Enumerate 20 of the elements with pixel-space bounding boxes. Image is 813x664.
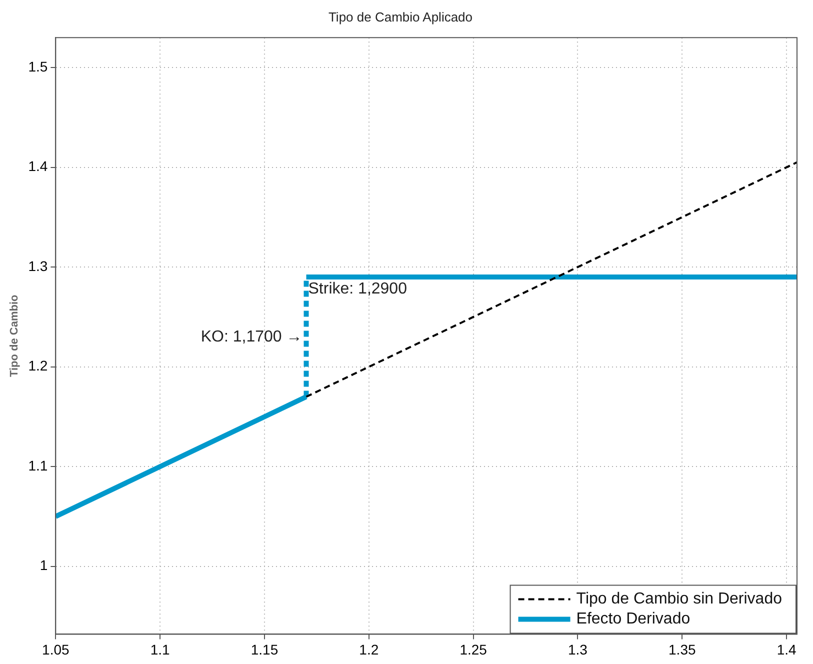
y-tick-label: 1.2 xyxy=(28,358,48,374)
x-tick-label: 1.2 xyxy=(359,641,379,658)
annotation: KO: 1,1700 → xyxy=(200,328,302,346)
legend-label: Tipo de Cambio sin Derivado xyxy=(576,590,782,608)
x-tick-label: 1.4 xyxy=(776,641,796,658)
y-tick-label: 1 xyxy=(40,557,48,574)
y-tick-label: 1.3 xyxy=(28,258,48,274)
y-tick-label: 1.1 xyxy=(28,457,48,474)
x-tick-label: 1.1 xyxy=(150,641,170,658)
chart-title: Tipo de Cambio Aplicado xyxy=(328,9,473,24)
annotation: Strike: 1,2900 xyxy=(308,280,408,298)
y-axis-title: Tipo de Cambio xyxy=(8,294,21,378)
legend-label: Efecto Derivado xyxy=(576,610,690,628)
y-tick-label: 1.5 xyxy=(28,58,48,74)
x-tick-label: 1.25 xyxy=(460,641,488,658)
y-tick-label: 1.4 xyxy=(28,158,48,174)
x-tick-label: 1.35 xyxy=(668,641,696,658)
x-tick-label: 1.05 xyxy=(42,641,70,658)
x-tick-label: 1.15 xyxy=(250,641,278,658)
x-tick-label: 1.3 xyxy=(568,641,588,658)
